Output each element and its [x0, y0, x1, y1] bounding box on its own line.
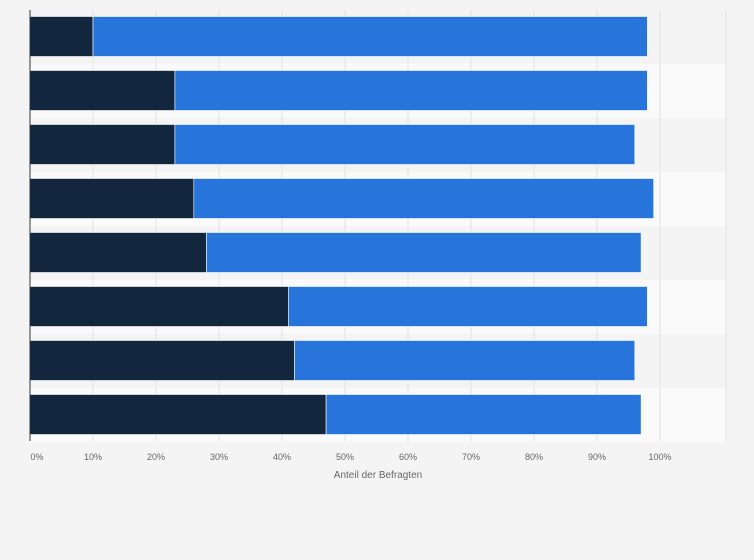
- bar-series-1[interactable]: [29, 70, 176, 111]
- bar-series-1[interactable]: [29, 232, 207, 273]
- x-tick-label: 50%: [336, 452, 354, 462]
- bar-series-2[interactable]: [92, 16, 648, 57]
- bar-series-1[interactable]: [29, 16, 94, 57]
- x-tick-label: 20%: [147, 452, 165, 462]
- bar-series-2[interactable]: [294, 340, 636, 381]
- bars: [29, 16, 654, 435]
- x-tick-label: 30%: [210, 452, 228, 462]
- bar-series-1[interactable]: [29, 394, 327, 435]
- x-tick-label: 0%: [30, 452, 43, 462]
- x-tick-label: 70%: [462, 452, 480, 462]
- x-tick-labels: 0% 10% 20% 30% 40% 50% 60% 70% 80% 90% 100%: [30, 452, 671, 462]
- x-tick-label: 10%: [84, 452, 102, 462]
- x-tick-label: 40%: [273, 452, 291, 462]
- x-tick-label: 80%: [525, 452, 543, 462]
- bar-series-1[interactable]: [29, 286, 289, 327]
- x-tick-label: 60%: [399, 452, 417, 462]
- bar-series-1[interactable]: [29, 340, 295, 381]
- bar-series-2[interactable]: [174, 124, 636, 165]
- bar-series-2[interactable]: [325, 394, 642, 435]
- x-tick-label: 100%: [648, 452, 671, 462]
- bar-series-2[interactable]: [174, 70, 648, 111]
- x-axis-title: Anteil der Befragten: [334, 470, 422, 481]
- bar-series-2[interactable]: [193, 178, 654, 219]
- bar-series-2[interactable]: [287, 286, 648, 327]
- x-tick-label: 90%: [588, 452, 606, 462]
- bar-series-2[interactable]: [206, 232, 642, 273]
- bar-series-1[interactable]: [29, 178, 195, 219]
- bar-series-1[interactable]: [29, 124, 176, 165]
